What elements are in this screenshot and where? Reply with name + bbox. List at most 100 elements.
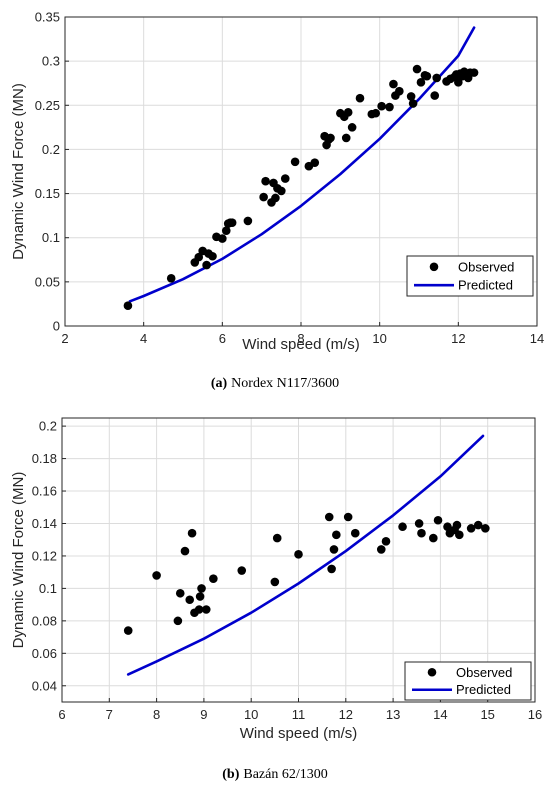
observed-point (412, 64, 422, 74)
x-axis-label: Wind speed (m/s) (242, 336, 360, 353)
observed-point (414, 519, 424, 528)
figure-caption: (a) Nordex N117/3600 (211, 376, 339, 391)
y-tick-label: 0.06 (32, 646, 57, 661)
y-tick-label: 0.2 (42, 142, 60, 157)
observed-point (381, 537, 391, 546)
y-tick-label: 0.12 (32, 548, 57, 563)
observed-point (194, 252, 204, 262)
observed-point (290, 157, 300, 167)
observed-point (327, 564, 336, 574)
observed-point (271, 193, 280, 203)
y-tick-label: 0.18 (32, 451, 57, 466)
caption-tag: (a) (211, 376, 228, 391)
observed-point (270, 577, 280, 587)
legend-box (406, 255, 534, 297)
x-tick-label: 15 (480, 707, 494, 722)
observed-point (221, 226, 231, 235)
observed-point (469, 68, 479, 77)
x-tick-label: 14 (433, 707, 447, 722)
x-tick-label: 13 (386, 707, 400, 722)
observed-point (429, 533, 438, 543)
observed-point (343, 108, 353, 117)
observed-point (175, 588, 185, 598)
y-tick-label: 0.14 (32, 516, 57, 531)
x-tick-label: 10 (244, 707, 258, 722)
observed-point (389, 79, 398, 89)
x-tick-label: 8 (153, 707, 160, 722)
y-tick-label: 0.25 (35, 98, 60, 113)
legend-observed-label: Observed (458, 259, 514, 274)
y-tick-label: 0 (53, 319, 60, 334)
observed-point (187, 528, 197, 538)
y-tick-label: 0.1 (42, 230, 60, 245)
legend-box (404, 661, 532, 701)
observed-point (432, 73, 442, 83)
y-axis-label: Dynamic Wind Force (MN) (10, 83, 27, 260)
plot-frame (64, 16, 538, 327)
observed-point (243, 216, 253, 226)
legend: Observed Predicted (406, 255, 534, 297)
observed-point (324, 512, 334, 522)
observed-point (197, 584, 206, 593)
observed-point (443, 522, 452, 532)
y-axis-label: Dynamic Wind Force (MN) (10, 472, 27, 649)
x-tick-label: 14 (530, 331, 544, 346)
observed-point (377, 101, 386, 111)
figure-caption: (b) Bazán 62/1300 (222, 767, 328, 782)
legend-observed-marker (427, 667, 437, 677)
observed-point (123, 301, 133, 310)
y-tick-label: 0.1 (39, 581, 57, 596)
y-tick-label: 0.08 (32, 613, 57, 628)
y-tick-label: 0.05 (35, 274, 60, 289)
x-tick-label: 9 (200, 707, 207, 722)
observed-point (173, 616, 183, 626)
observed-point (473, 520, 483, 530)
observed-point (455, 530, 464, 540)
observed-point (355, 93, 365, 103)
x-axis-label: Wind speed (m/s) (240, 725, 358, 742)
x-tick-label: 4 (140, 331, 147, 346)
observed-point (430, 91, 440, 100)
observed-point (272, 533, 282, 543)
legend-observed-label: Observed (456, 665, 512, 680)
observed-point (180, 546, 190, 556)
observed-point (422, 71, 432, 81)
legend-observed-marker (429, 262, 439, 272)
observed-point (452, 520, 462, 530)
observed-point (416, 78, 426, 87)
legend-predicted-label: Predicted (458, 278, 513, 293)
observed-point (417, 528, 426, 538)
observed-point (398, 522, 407, 532)
legend: Observed Predicted (404, 661, 532, 701)
legend-predicted-label: Predicted (456, 682, 511, 697)
x-tick-label: 7 (106, 707, 113, 722)
x-tick-label: 8 (297, 331, 304, 346)
observed-point (341, 133, 351, 143)
chart-a: 2 4 6 8 10 12 14 0 0.05 0.1 0.15 0.2 0.25 0.3 0.35 Wind… (10, 10, 544, 392)
predicted-line (128, 26, 476, 303)
y-tick-label: 0.04 (32, 678, 57, 693)
observed-point (408, 99, 418, 108)
observed-point (310, 158, 320, 167)
observed-point (185, 595, 195, 605)
observed-point (259, 192, 268, 202)
observed-point (294, 550, 303, 559)
observed-point (350, 528, 360, 538)
observed-point (123, 626, 133, 635)
observed-point (326, 133, 335, 143)
observed-point (261, 176, 270, 186)
x-tick-label: 16 (528, 707, 542, 722)
x-tick-label: 11 (292, 707, 306, 722)
observed-point (481, 524, 490, 533)
y-tick-label: 0.16 (32, 484, 57, 499)
x-tick-label: 10 (372, 331, 386, 346)
observed-point (376, 545, 386, 554)
caption-text: Bazán 62/1300 (243, 767, 327, 782)
observed-point (201, 605, 211, 614)
caption-tag: (b) (222, 767, 239, 782)
observed-point (277, 186, 286, 196)
observed-point (347, 123, 357, 132)
y-tick-label: 0.3 (42, 54, 60, 69)
observed-point (395, 86, 404, 96)
